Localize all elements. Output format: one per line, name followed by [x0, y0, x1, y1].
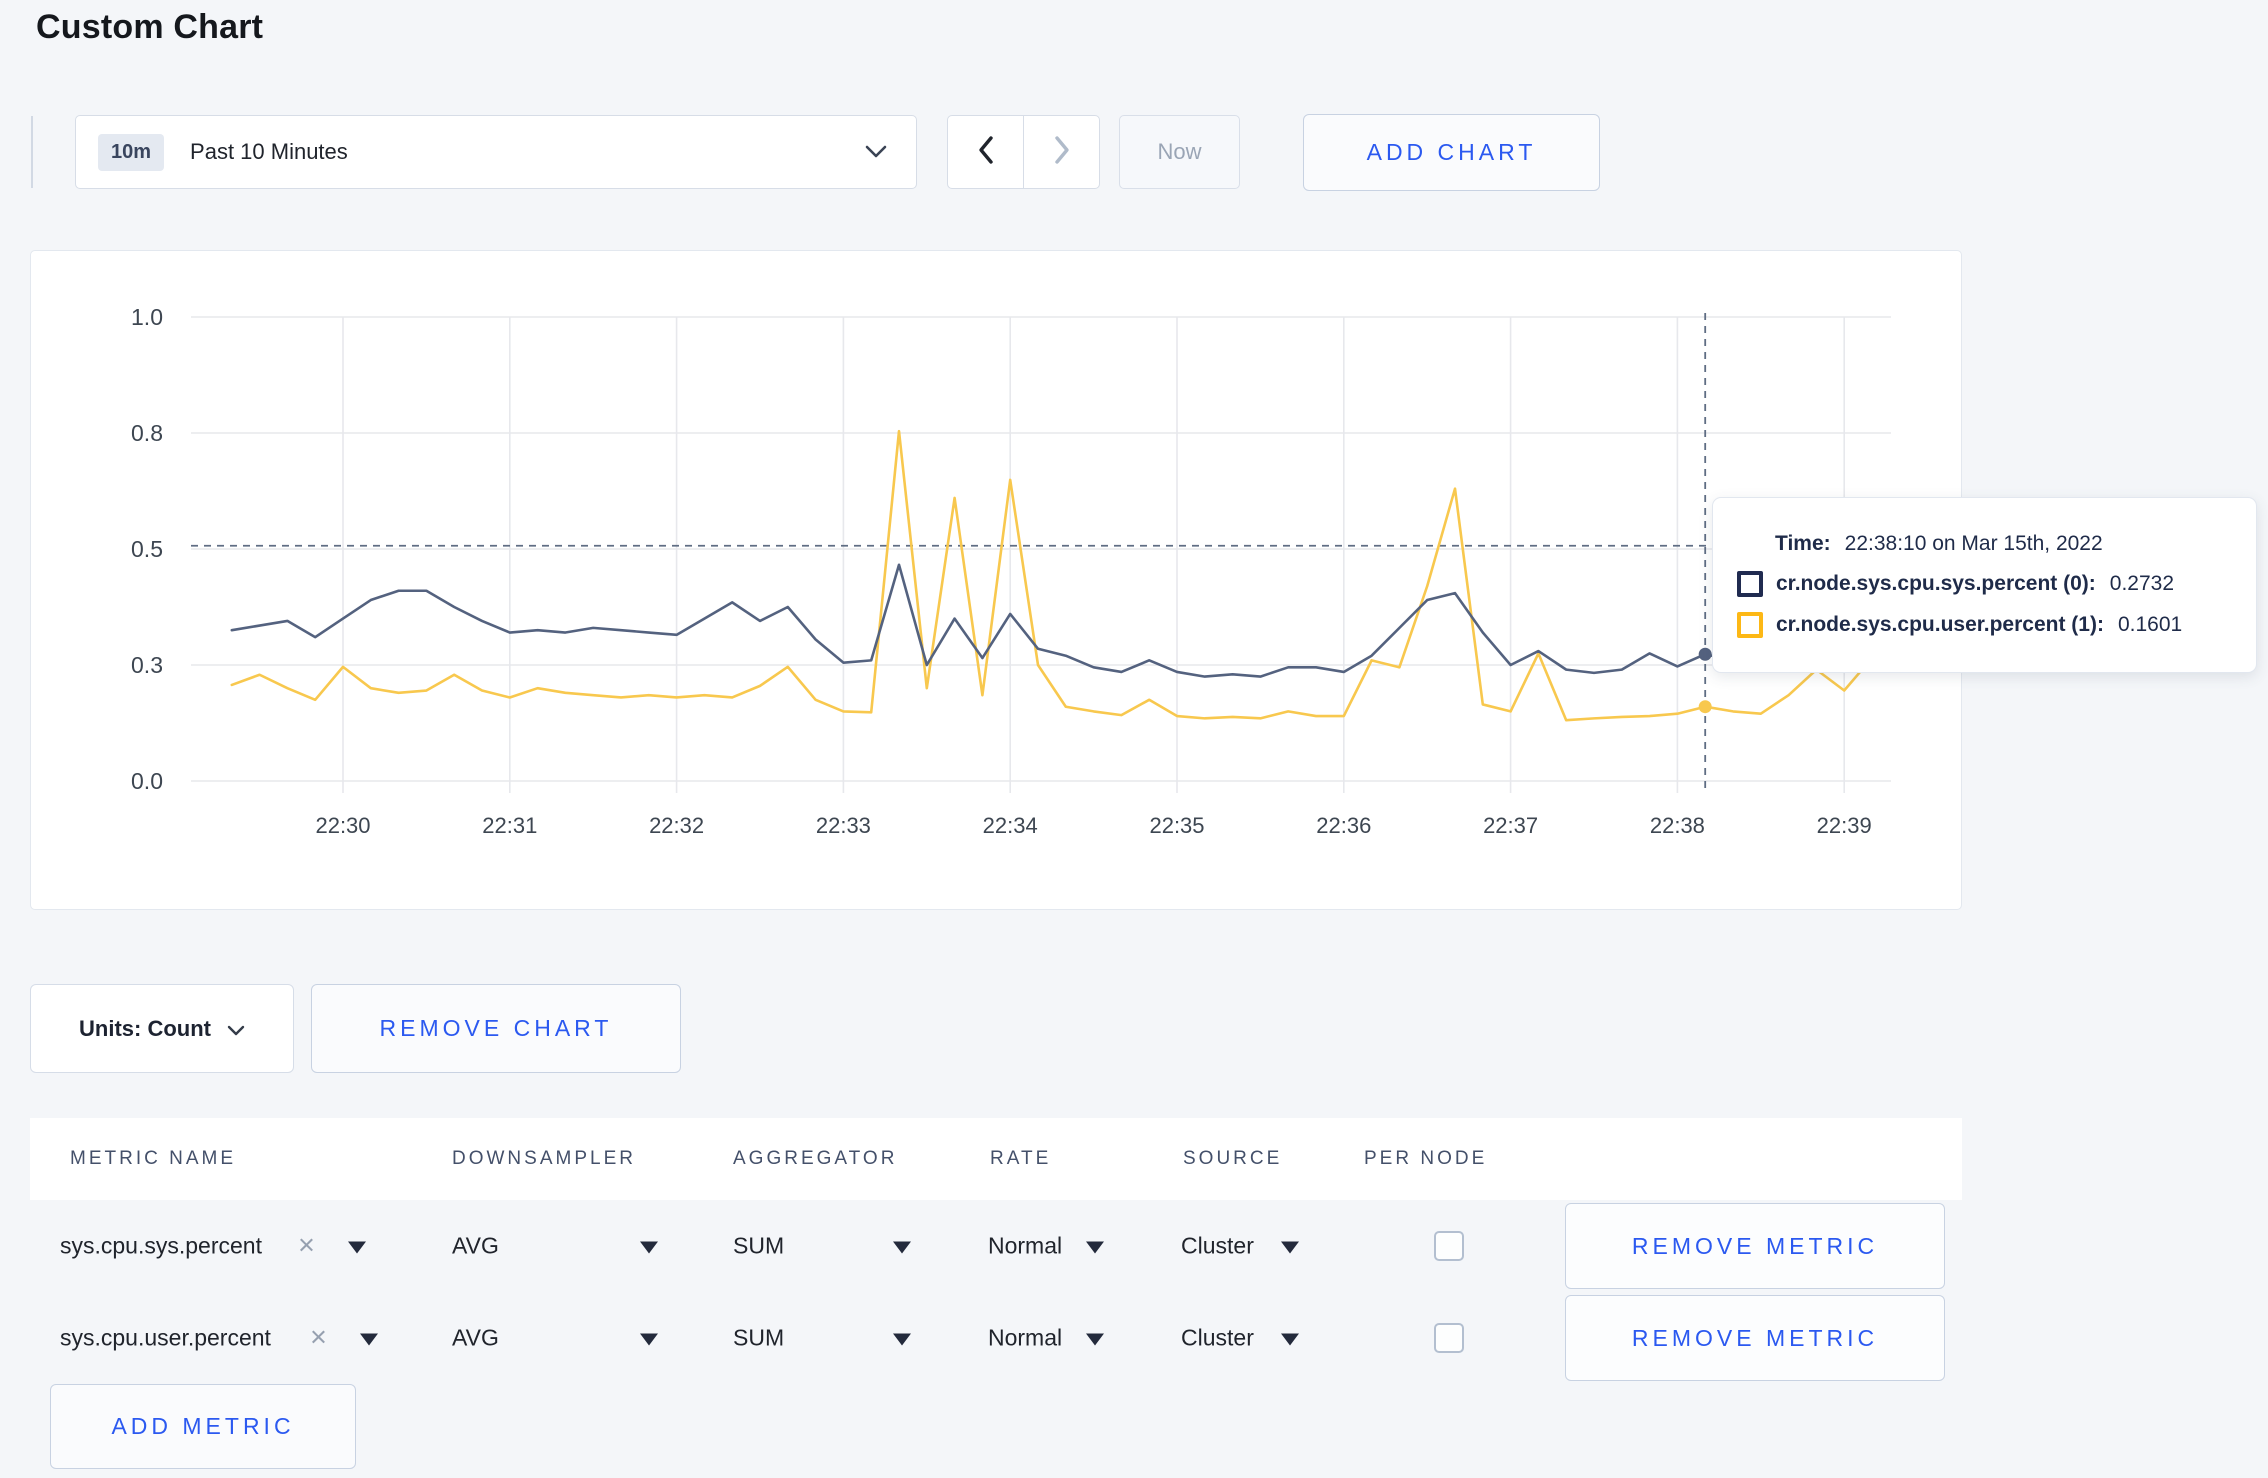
column-header-rate: RATE: [990, 1148, 1052, 1169]
svg-text:22:31: 22:31: [482, 813, 537, 838]
tooltip-time-value: 22:38:10 on Mar 15th, 2022: [1844, 532, 2103, 555]
tooltip-series-label: cr.node.sys.cpu.user.percent (1):: [1776, 613, 2104, 636]
time-range-badge: 10m: [98, 133, 165, 171]
remove-metric-button[interactable]: REMOVE METRIC: [1565, 1295, 1945, 1381]
svg-text:22:33: 22:33: [816, 813, 871, 838]
svg-text:0.3: 0.3: [131, 652, 163, 678]
svg-text:22:35: 22:35: [1149, 813, 1204, 838]
chevron-down-icon: [864, 145, 888, 159]
time-pager: [947, 115, 1100, 189]
series-sys-swatch-icon: [1737, 571, 1763, 597]
metric-name-select[interactable]: sys.cpu.sys.percent: [60, 1232, 262, 1259]
units-label: Units: Count: [79, 1015, 211, 1041]
metric-row: sys.cpu.sys.percent × AVG SUM Normal Clu…: [30, 1200, 1962, 1292]
svg-text:22:39: 22:39: [1817, 813, 1872, 838]
svg-text:22:32: 22:32: [649, 813, 704, 838]
column-header-source: SOURCE: [1183, 1148, 1283, 1169]
svg-text:0.5: 0.5: [131, 536, 163, 562]
clear-metric-x-icon[interactable]: ×: [310, 1321, 327, 1354]
source-select[interactable]: Cluster: [1181, 1232, 1254, 1259]
units-selector[interactable]: Units: Count: [30, 984, 294, 1073]
clear-metric-x-icon[interactable]: ×: [298, 1229, 315, 1262]
remove-chart-button[interactable]: REMOVE CHART: [311, 984, 681, 1073]
svg-text:0.0: 0.0: [131, 768, 163, 794]
svg-text:0.8: 0.8: [131, 420, 163, 446]
chevron-down-icon: [227, 1016, 245, 1042]
svg-text:22:38: 22:38: [1650, 813, 1705, 838]
rate-select[interactable]: Normal: [988, 1324, 1063, 1351]
downsampler-caret-icon[interactable]: [640, 1241, 658, 1254]
chevron-right-icon: [1053, 135, 1071, 170]
custom-chart-plot[interactable]: 0.0 0.3 0.5 0.8 1.0 22:30 22:31 22:32 22:33 22:34…: [31, 251, 1960, 908]
downsampler-select[interactable]: AVG: [452, 1324, 499, 1351]
series-user-swatch-icon: [1737, 612, 1763, 638]
svg-text:22:37: 22:37: [1483, 813, 1538, 838]
column-header-per-node: PER NODE: [1364, 1148, 1488, 1169]
chart-hover-tooltip: Time: 22:38:10 on Mar 15th, 2022 cr.node…: [1712, 497, 2257, 673]
chevron-left-icon: [977, 135, 995, 170]
column-header-downsampler: DOWNSAMPLER: [452, 1148, 636, 1169]
rate-caret-icon[interactable]: [1086, 1241, 1104, 1254]
aggregator-select[interactable]: SUM: [733, 1324, 785, 1351]
remove-metric-button[interactable]: REMOVE METRIC: [1565, 1203, 1945, 1289]
rate-caret-icon[interactable]: [1086, 1333, 1104, 1346]
aggregator-caret-icon[interactable]: [893, 1333, 911, 1346]
time-range-label: Past 10 Minutes: [190, 139, 348, 164]
tooltip-series-label: cr.node.sys.cpu.sys.percent (0):: [1776, 572, 2096, 595]
source-caret-icon[interactable]: [1281, 1241, 1299, 1254]
per-node-checkbox[interactable]: [1434, 1231, 1464, 1261]
downsampler-select[interactable]: AVG: [452, 1232, 499, 1259]
toolbar-divider: [31, 116, 33, 188]
downsampler-caret-icon[interactable]: [640, 1333, 658, 1346]
metric-name-select[interactable]: sys.cpu.user.percent: [60, 1324, 271, 1351]
source-select[interactable]: Cluster: [1181, 1324, 1254, 1351]
metric-row: sys.cpu.user.percent × AVG SUM Normal Cl…: [30, 1292, 1962, 1384]
svg-text:22:36: 22:36: [1316, 813, 1371, 838]
add-chart-button[interactable]: ADD CHART: [1303, 114, 1600, 191]
svg-text:22:34: 22:34: [983, 813, 1038, 838]
tooltip-series-value: 0.2732: [2109, 572, 2175, 595]
svg-text:1.0: 1.0: [131, 304, 163, 330]
per-node-checkbox[interactable]: [1434, 1323, 1464, 1353]
aggregator-caret-icon[interactable]: [893, 1241, 911, 1254]
tooltip-time-label: Time:: [1775, 532, 1831, 555]
svg-text:22:30: 22:30: [315, 813, 370, 838]
next-time-button[interactable]: [1024, 116, 1099, 188]
time-range-selector[interactable]: 10m Past 10 Minutes: [75, 115, 917, 189]
page-title: Custom Chart: [36, 8, 264, 46]
aggregator-select[interactable]: SUM: [733, 1232, 785, 1259]
source-caret-icon[interactable]: [1281, 1333, 1299, 1346]
chart-card: 0.0 0.3 0.5 0.8 1.0 22:30 22:31 22:32 22:33 22:34…: [30, 250, 1962, 910]
column-header-metric-name: METRIC NAME: [70, 1148, 236, 1169]
metrics-table-header: METRIC NAME DOWNSAMPLER AGGREGATOR RATE …: [30, 1118, 1962, 1200]
prev-time-button[interactable]: [948, 116, 1024, 188]
add-metric-button[interactable]: ADD METRIC: [50, 1384, 356, 1469]
metric-name-caret-icon[interactable]: [348, 1241, 366, 1254]
tooltip-series-value: 0.1601: [2117, 613, 2183, 636]
rate-select[interactable]: Normal: [988, 1232, 1063, 1259]
now-button[interactable]: Now: [1119, 115, 1240, 189]
column-header-aggregator: AGGREGATOR: [733, 1148, 898, 1169]
metric-name-caret-icon[interactable]: [360, 1333, 378, 1346]
